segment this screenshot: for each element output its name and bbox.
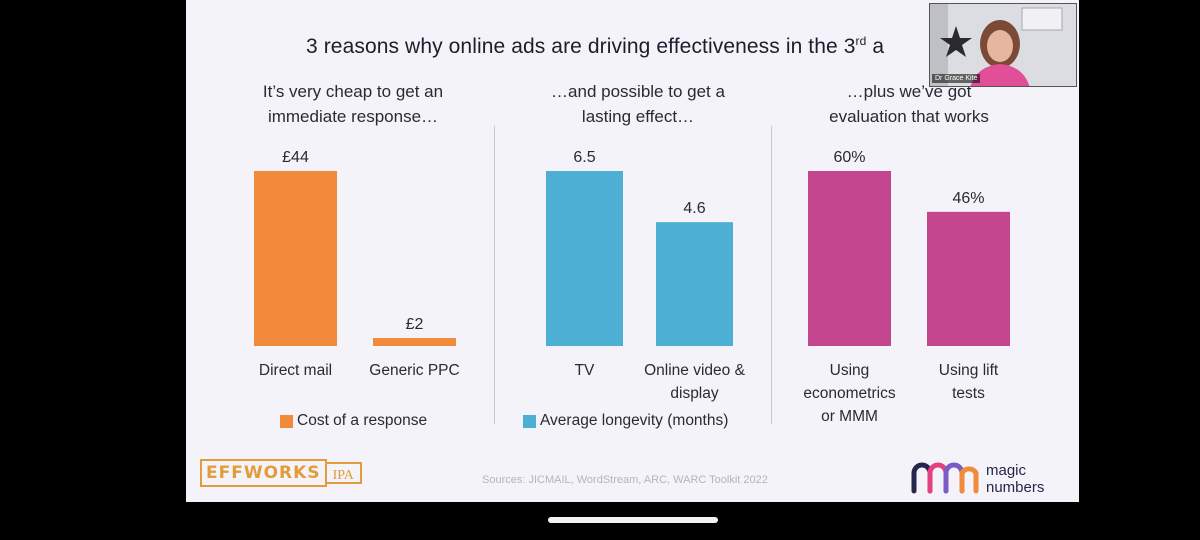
bar-value-label: 46% (952, 190, 984, 207)
presenter-video: Dr Grace Kite (929, 3, 1077, 87)
bar-charts: £44 Direct mail £2 Generic PPC 6.5 TV 4.6 Onlin… (254, 149, 1010, 425)
presenter-video-feed (930, 4, 1076, 86)
bar-2-1 (546, 171, 623, 346)
legend-cost: Cost of a response (280, 412, 427, 430)
bar-3-2 (927, 211, 1010, 346)
category-label: tests (952, 385, 985, 402)
legend-swatch (523, 414, 536, 428)
panel-divider (771, 126, 772, 424)
panel-1-subhead: It’s very cheap to get an immediate respo… (262, 82, 444, 126)
bar-value-label: 60% (833, 149, 865, 166)
panel-divider (494, 126, 495, 424)
panel-2-subhead: …and possible to get a lasting effect… (551, 82, 725, 126)
magic-numbers-wordmark: magic numbers (986, 462, 1045, 496)
category-label: Using lift (939, 362, 999, 379)
bar-1-1 (254, 171, 337, 346)
bar-2-2 (656, 222, 733, 346)
category-label: econometrics (803, 385, 895, 402)
bar-value-label: £44 (282, 149, 309, 166)
category-label: Direct mail (259, 362, 332, 379)
bar-value-label: 4.6 (683, 200, 705, 217)
effworks-logo: EFFWORKS IPA (200, 459, 362, 487)
category-label: Generic PPC (369, 362, 459, 379)
sources-note: Sources: JICMAIL, WordStream, ARC, WARC … (482, 474, 768, 486)
category-label: display (670, 385, 718, 402)
legend-longevity: Average longevity (months) (523, 412, 728, 430)
category-label: Online video & (644, 362, 745, 379)
home-indicator[interactable] (548, 517, 718, 523)
legend-swatch (280, 414, 293, 428)
category-label: Using (830, 362, 870, 379)
bar-value-label: 6.5 (573, 149, 595, 166)
slide-title: 3 reasons why online ads are driving eff… (306, 34, 885, 58)
bar-value-label: £2 (406, 316, 424, 333)
category-label: TV (575, 362, 595, 379)
category-label: or MMM (821, 408, 878, 425)
bar-1-2 (373, 338, 456, 346)
magic-numbers-logo-icon (911, 462, 979, 494)
bar-3-1 (808, 171, 891, 346)
presenter-name: Dr Grace Kite (932, 74, 981, 83)
